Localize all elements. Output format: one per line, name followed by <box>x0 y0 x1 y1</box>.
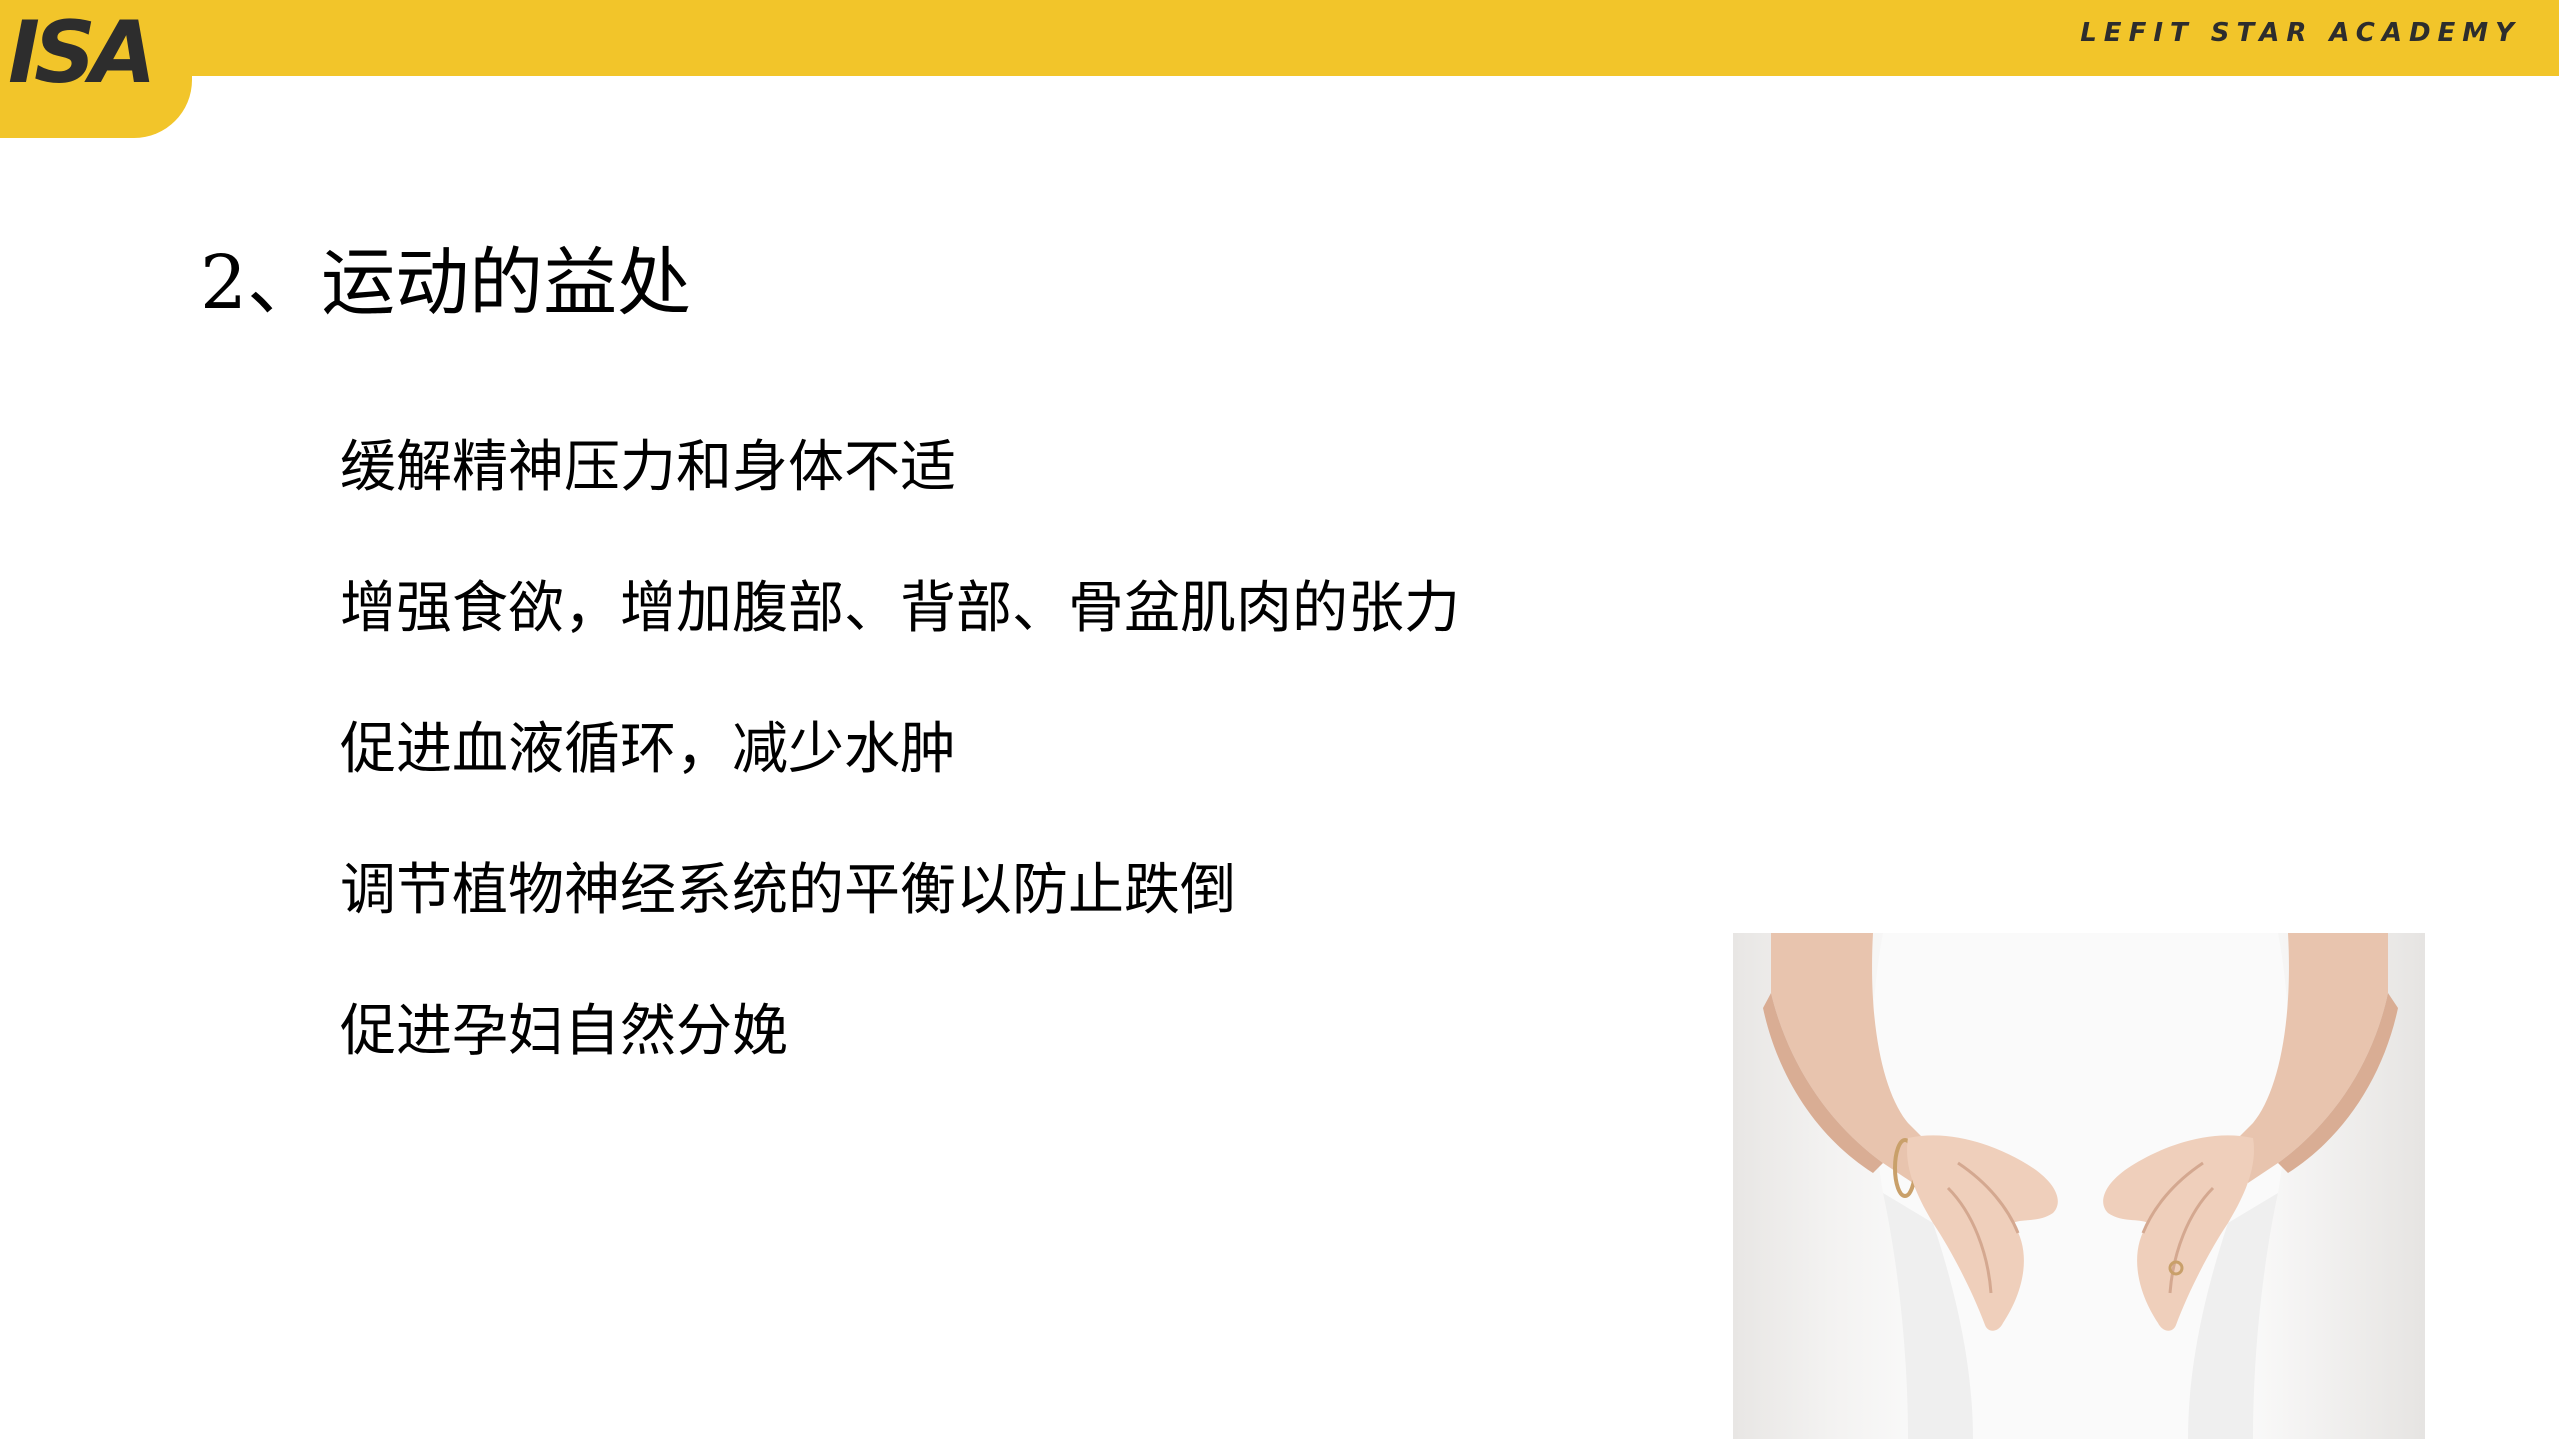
benefit-item: 调节植物神经系统的平衡以防止跌倒 <box>340 858 1236 923</box>
logo: ISA <box>8 3 156 103</box>
benefit-item: 缓解精神压力和身体不适 <box>340 435 956 500</box>
pregnant-belly-photo <box>1733 933 2425 1439</box>
benefit-item: 促进血液循环，减少水肿 <box>340 717 956 782</box>
brand-name: LEFIT STAR ACADEMY <box>2080 18 2521 48</box>
benefit-item: 促进孕妇自然分娩 <box>340 999 788 1064</box>
photo-illustration <box>1763 933 2398 1439</box>
logo-tab: ISA <box>0 0 192 138</box>
slide-title: 2、运动的益处 <box>200 240 692 326</box>
benefit-item: 增强食欲，增加腹部、背部、骨盆肌肉的张力 <box>340 576 1460 641</box>
header-bar <box>0 0 2559 76</box>
benefits-list: 缓解精神压力和身体不适 增强食欲，增加腹部、背部、骨盆肌肉的张力 促进血液循环，… <box>340 433 1460 1138</box>
